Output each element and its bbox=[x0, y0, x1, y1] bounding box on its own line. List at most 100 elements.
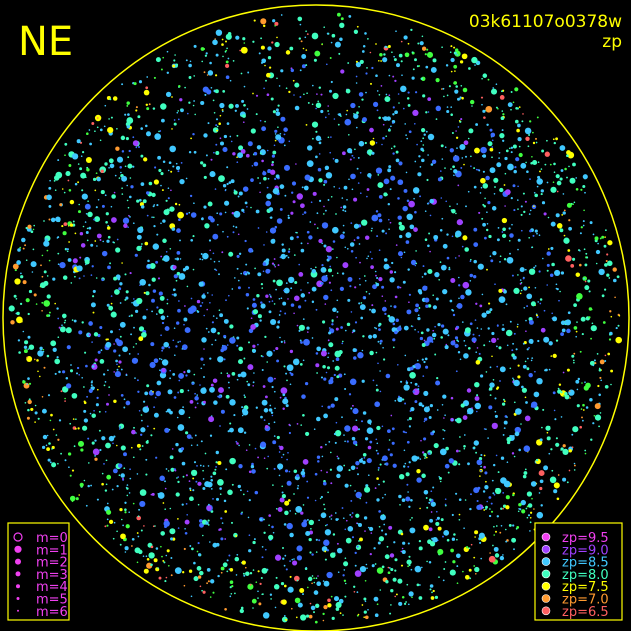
star bbox=[320, 376, 324, 379]
star bbox=[293, 558, 295, 560]
star bbox=[171, 96, 173, 98]
star bbox=[531, 246, 534, 249]
star bbox=[522, 342, 525, 345]
star bbox=[499, 132, 505, 139]
star bbox=[127, 163, 133, 169]
star bbox=[547, 248, 550, 250]
star bbox=[468, 290, 472, 294]
star bbox=[446, 109, 450, 114]
star bbox=[509, 320, 512, 323]
star bbox=[262, 355, 264, 358]
star bbox=[552, 316, 558, 322]
star bbox=[400, 380, 403, 383]
star bbox=[562, 477, 567, 482]
legend-label: zp=7.0 bbox=[562, 593, 609, 608]
star bbox=[593, 359, 596, 362]
star bbox=[397, 364, 399, 366]
star bbox=[184, 86, 186, 89]
star bbox=[186, 285, 189, 288]
star bbox=[374, 487, 377, 490]
star bbox=[594, 236, 599, 241]
star bbox=[160, 531, 165, 536]
star bbox=[480, 453, 483, 457]
star bbox=[115, 247, 121, 253]
star bbox=[41, 301, 44, 304]
star bbox=[173, 327, 176, 330]
star bbox=[246, 108, 249, 110]
star bbox=[364, 486, 371, 493]
star bbox=[218, 260, 220, 263]
star bbox=[157, 492, 165, 499]
star bbox=[553, 482, 560, 489]
star bbox=[338, 374, 341, 377]
star bbox=[138, 198, 142, 202]
star bbox=[46, 447, 50, 451]
star bbox=[177, 424, 185, 431]
star bbox=[24, 401, 27, 404]
star bbox=[166, 71, 170, 75]
star bbox=[283, 289, 285, 292]
star bbox=[146, 425, 149, 428]
star bbox=[284, 312, 287, 315]
star bbox=[339, 234, 345, 240]
star bbox=[323, 26, 326, 29]
star bbox=[84, 259, 90, 265]
star bbox=[154, 166, 157, 169]
star bbox=[445, 343, 448, 346]
star bbox=[233, 532, 238, 538]
star bbox=[155, 456, 158, 459]
star bbox=[589, 398, 593, 402]
star bbox=[615, 327, 618, 330]
star bbox=[202, 86, 209, 93]
star bbox=[438, 476, 441, 478]
star bbox=[186, 112, 189, 115]
star bbox=[81, 189, 84, 192]
star bbox=[234, 592, 236, 595]
star bbox=[297, 602, 303, 608]
star bbox=[97, 199, 100, 201]
star bbox=[314, 223, 316, 226]
star bbox=[167, 389, 173, 395]
star bbox=[390, 305, 392, 307]
star bbox=[343, 569, 346, 571]
star bbox=[181, 344, 188, 350]
star bbox=[298, 324, 305, 331]
star bbox=[430, 501, 436, 507]
star bbox=[349, 158, 352, 161]
star bbox=[610, 315, 613, 318]
star bbox=[435, 78, 440, 83]
star bbox=[453, 174, 455, 177]
star bbox=[24, 244, 27, 247]
star bbox=[561, 214, 564, 216]
star bbox=[224, 40, 228, 43]
star bbox=[281, 599, 287, 605]
star bbox=[480, 96, 484, 99]
star bbox=[283, 615, 286, 617]
star bbox=[538, 470, 545, 477]
star bbox=[291, 191, 294, 194]
star bbox=[345, 537, 352, 544]
star bbox=[209, 357, 212, 360]
star bbox=[296, 193, 303, 200]
star bbox=[403, 251, 406, 254]
star bbox=[304, 381, 309, 386]
star bbox=[268, 422, 270, 425]
star bbox=[365, 290, 368, 293]
star bbox=[429, 198, 434, 204]
star bbox=[566, 368, 570, 372]
star bbox=[293, 312, 295, 315]
star bbox=[532, 234, 535, 237]
star bbox=[217, 460, 222, 466]
star bbox=[351, 536, 355, 539]
star bbox=[555, 174, 560, 179]
star bbox=[452, 155, 460, 162]
star bbox=[272, 531, 275, 534]
star bbox=[136, 297, 143, 305]
star bbox=[22, 380, 26, 384]
star bbox=[435, 521, 440, 526]
star bbox=[296, 579, 299, 582]
star bbox=[177, 110, 180, 112]
star bbox=[388, 218, 390, 221]
star bbox=[145, 124, 148, 128]
star bbox=[136, 561, 139, 564]
